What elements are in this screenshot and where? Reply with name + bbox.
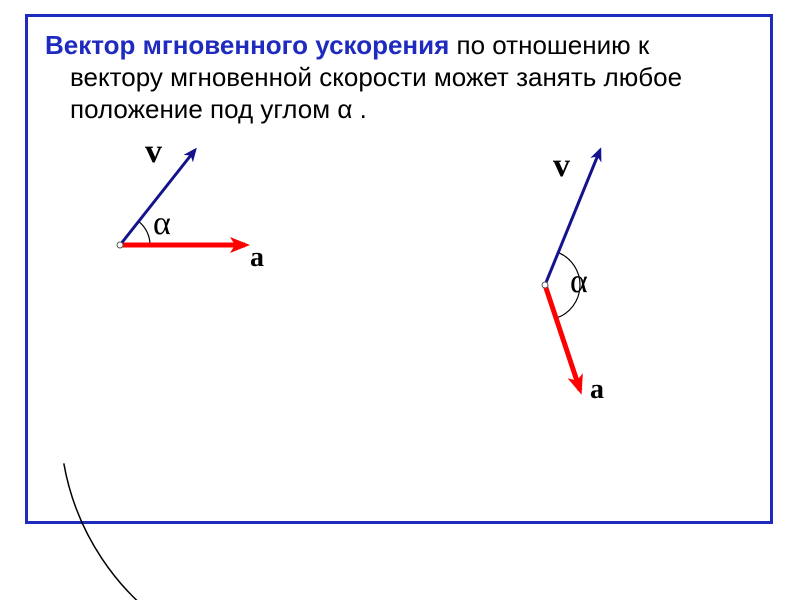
v-label-right: v [553, 147, 570, 184]
diagram-right: v a α [388, 147, 726, 600]
acceleration-vector-right [545, 285, 580, 390]
v-label-left: v [145, 133, 162, 170]
alpha-label-right: α [570, 263, 588, 300]
angle-arc-left [139, 221, 150, 245]
origin-point-left [117, 242, 123, 248]
alpha-label-left: α [153, 205, 171, 242]
trajectory-arc-left [64, 463, 396, 600]
origin-point-right [542, 282, 548, 288]
diagram-left: v a α [64, 133, 396, 600]
diagram-canvas: v a α v a α [0, 0, 800, 600]
a-label-left: a [250, 242, 264, 273]
a-label-right: a [590, 374, 604, 405]
